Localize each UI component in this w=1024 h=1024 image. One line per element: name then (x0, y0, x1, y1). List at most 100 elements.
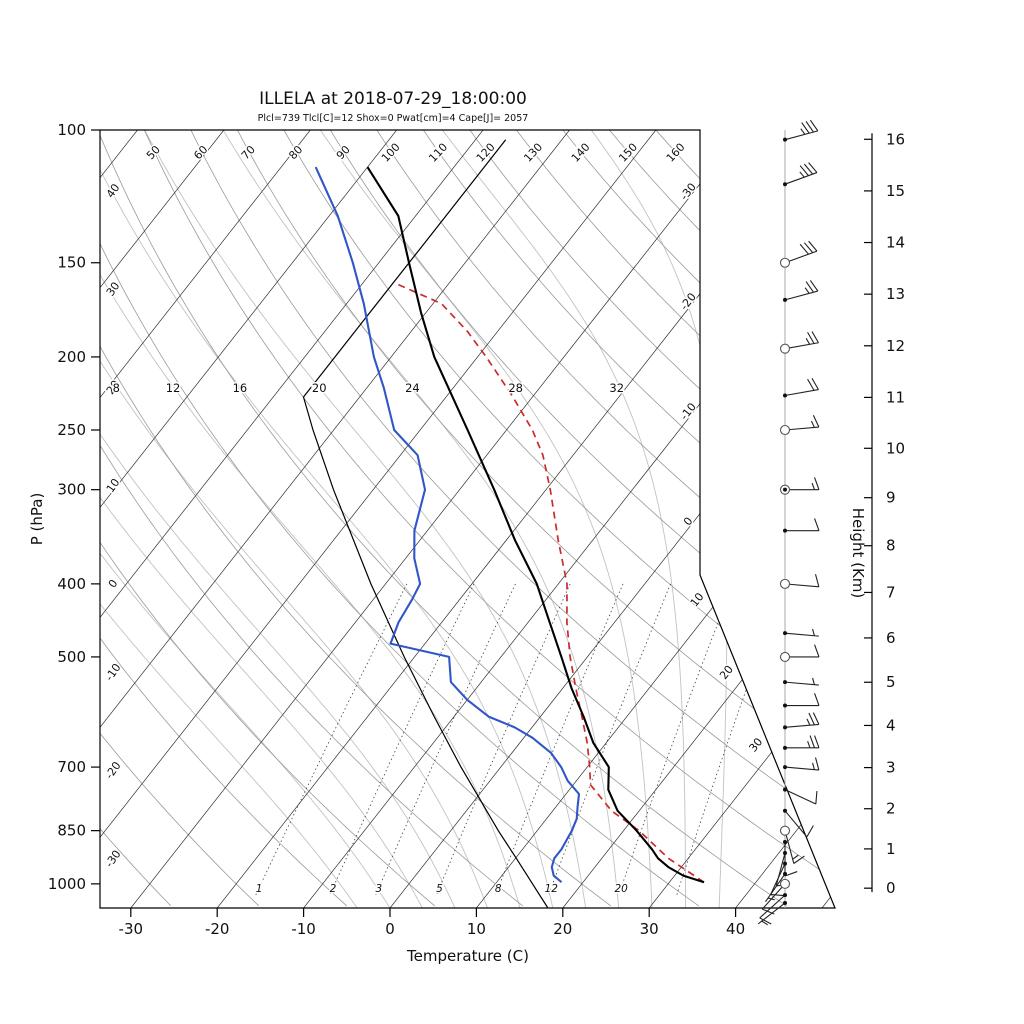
station-dot-marker (783, 745, 787, 750)
moist-adiabat-line (318, 130, 653, 908)
grid-line-label: -30 (103, 848, 124, 870)
grid-line-label: -10 (678, 400, 699, 422)
wind-barb (785, 693, 820, 707)
wind-barb (784, 677, 819, 686)
pressure-tick-label: 850 (57, 822, 86, 840)
temperature-tick-label: -30 (119, 920, 144, 938)
height-tick-label: 15 (886, 182, 905, 200)
plot-frame (99, 129, 836, 909)
station-dot-marker (783, 182, 787, 187)
station-dot-marker (783, 393, 787, 398)
isotherm-line (100, 130, 397, 908)
wind-barb (785, 477, 820, 491)
dewpoint-profile (314, 166, 581, 884)
station-dot-marker (783, 297, 787, 302)
grid-line-label: 130 (521, 141, 545, 165)
wind-barb (785, 518, 820, 532)
isotherm-line (648, 130, 835, 908)
wind-barb (784, 810, 814, 838)
dry-adiabat-line (100, 130, 260, 907)
dry-adiabat-line (609, 130, 835, 907)
isotherm-line (389, 130, 835, 908)
moist-adiabat-line (100, 130, 522, 908)
temperature-tick-label: 10 (467, 920, 486, 938)
station-circle-marker (779, 257, 791, 268)
wind-barb (784, 757, 820, 771)
grid-line-label: 110 (426, 141, 450, 165)
station-dot-marker (783, 765, 787, 770)
dry-adiabat-line (516, 130, 835, 907)
dry-adiabat-line (100, 130, 348, 907)
grid-line-label: 1 (256, 883, 263, 895)
moist-adiabat-line (221, 130, 620, 908)
station-circle-marker (779, 424, 791, 436)
isotherm-line (735, 130, 835, 908)
grid-line-label: 140 (569, 141, 593, 165)
height-tick-label: 8 (886, 537, 896, 555)
x-axis-title: Temperature (C) (406, 947, 529, 965)
dry-adiabat-line (283, 130, 835, 907)
pressure-tick-label: 700 (57, 758, 86, 776)
moist-adiabat-line (100, 130, 424, 908)
isotherm-line (100, 130, 138, 908)
station-dot-marker (783, 893, 787, 898)
wind-barb (759, 894, 786, 925)
pressure-tick-label: 150 (57, 254, 86, 272)
station-dot-marker (783, 725, 787, 730)
wind-barb (784, 280, 819, 301)
grid-line-label: -30 (678, 181, 699, 203)
station-dot-marker (783, 850, 787, 855)
grid-line-label: -10 (103, 661, 124, 683)
station-dot-marker (783, 137, 787, 142)
station-dot-marker (783, 631, 787, 636)
pressure-tick-label: 1000 (48, 875, 86, 893)
height-tick-label: 3 (886, 759, 896, 777)
wind-barb (784, 240, 818, 264)
isotherm-line (100, 130, 570, 908)
station-dot-marker (783, 787, 787, 792)
grid-line-label: 3 (375, 883, 382, 895)
wind-barb-column (757, 119, 820, 926)
height-tick-label: 16 (886, 130, 905, 148)
mixing-ratio-line (676, 583, 786, 896)
wind-barb (784, 712, 820, 728)
grid-line-label: -20 (678, 291, 699, 313)
moist-adiabat-line (100, 130, 554, 908)
height-tick-label: 14 (886, 234, 905, 252)
mixing-ratio-line (436, 583, 571, 896)
height-tick-label: 6 (886, 629, 896, 647)
wind-barb (784, 574, 820, 588)
chart-title: ILLELA at 2018-07-29_18:00:00 (259, 89, 527, 109)
pressure-tick-label: 250 (57, 421, 86, 439)
grid-line-label: 50 (144, 143, 163, 162)
dry-adiabat-line (100, 130, 700, 907)
wind-barb (784, 162, 818, 185)
background-grid (100, 130, 835, 908)
y-axis-title: P (hPa) (28, 493, 46, 546)
grid-line-label: 90 (334, 143, 353, 162)
grid-line-label: 8 (113, 381, 120, 395)
grid-line-label: 80 (286, 143, 305, 162)
grid-line-label: 32 (609, 381, 624, 395)
station-circle-marker (779, 878, 791, 889)
isotherm-line (476, 130, 835, 908)
wind-barb (784, 628, 819, 637)
isotherm-line (100, 130, 225, 908)
grid-line-label: 0 (681, 515, 696, 529)
height-tick-label: 2 (886, 800, 896, 818)
grid-line-label: 20 (312, 381, 327, 395)
dry-adiabat-line (100, 130, 436, 907)
height-tick-label: 7 (886, 583, 896, 601)
pressure-tick-label: 500 (57, 648, 86, 666)
moist-adiabat-line (440, 130, 686, 908)
temperature-tick-label: 30 (640, 920, 659, 938)
station-circle-marker (779, 825, 791, 836)
sounding-profiles (302, 139, 705, 908)
station-circle-marker (779, 578, 791, 589)
moist-adiabat-line (100, 130, 489, 908)
station-dot-marker (783, 871, 787, 876)
grid-line-label: 30 (746, 735, 765, 754)
station-dot-marker (783, 703, 787, 708)
